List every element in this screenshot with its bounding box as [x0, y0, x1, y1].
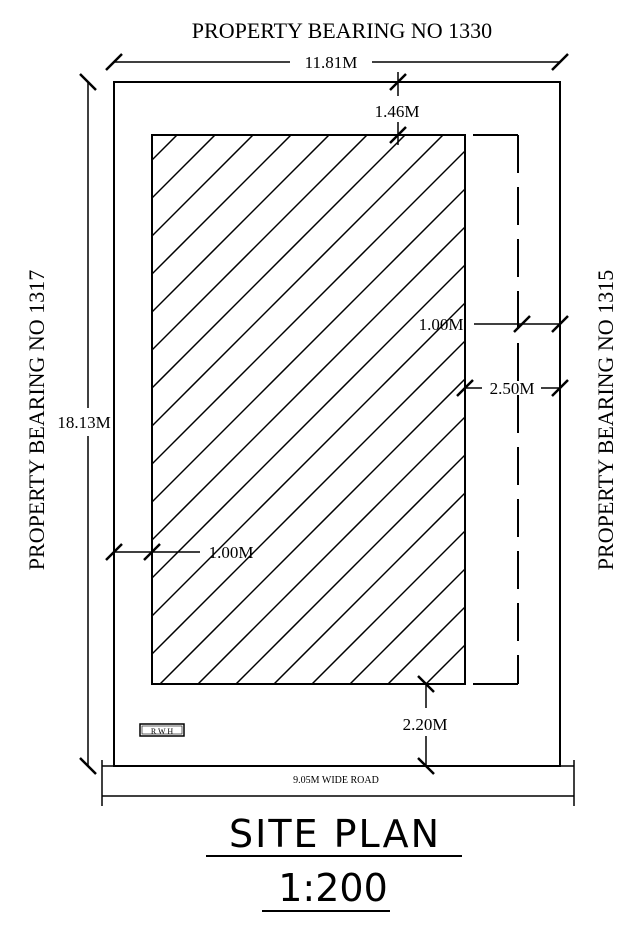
drawing-scale: 1:200	[278, 866, 388, 910]
hatch-line	[235, 453, 465, 684]
depth-dimension-label: 18.13M	[57, 413, 110, 432]
right-gap-label: 2.50M	[490, 379, 535, 398]
neighbor-right-label: PROPERTY BEARING NO 1315	[593, 270, 618, 570]
hatch-line	[152, 135, 444, 428]
neighbor-top-label: PROPERTY BEARING NO 1330	[192, 18, 492, 43]
hatch-line	[311, 529, 465, 684]
dashed-boundary	[473, 134, 519, 685]
road-label: 9.05M WIDE ROAD	[293, 775, 379, 786]
hatch-line	[152, 339, 465, 656]
rear-setback-label: 2.20M	[403, 715, 448, 734]
hatch-line	[197, 415, 465, 684]
rwh-label: R W H	[151, 727, 174, 736]
depth-dimension	[79, 73, 97, 775]
rwh-box: R W H	[139, 723, 185, 737]
building-footprint	[0, 134, 466, 685]
road	[101, 760, 575, 806]
hatch-line	[152, 135, 254, 238]
hatch-line	[349, 567, 465, 684]
hatch-line	[0, 135, 101, 684]
left-setback-label: 1.00M	[209, 543, 254, 562]
hatch-line	[273, 491, 465, 684]
hatch-line	[0, 135, 139, 684]
hatch-line	[152, 225, 465, 542]
right-gap-dimension	[456, 379, 569, 397]
hatch-line	[152, 135, 406, 390]
width-dimension-label: 11.81M	[305, 53, 358, 72]
hatch-line	[152, 301, 465, 618]
front-setback-label: 1.46M	[375, 102, 420, 121]
hatch-line	[152, 135, 330, 314]
hatch-line	[152, 263, 465, 580]
hatch-line	[152, 135, 368, 352]
left-setback-dimension	[105, 543, 200, 561]
hatch-line	[152, 135, 292, 276]
drawing-title: SITE PLAN	[229, 812, 441, 856]
neighbor-left-label: PROPERTY BEARING NO 1317	[24, 270, 49, 570]
width-dimension	[105, 53, 569, 71]
hatch-line	[152, 187, 465, 504]
front-setback-dimension	[389, 72, 407, 145]
hatch-line	[159, 377, 465, 684]
right-setback-label: 1.00M	[419, 315, 464, 334]
hatch-line	[152, 149, 465, 466]
right-setback-dimension	[474, 315, 569, 333]
